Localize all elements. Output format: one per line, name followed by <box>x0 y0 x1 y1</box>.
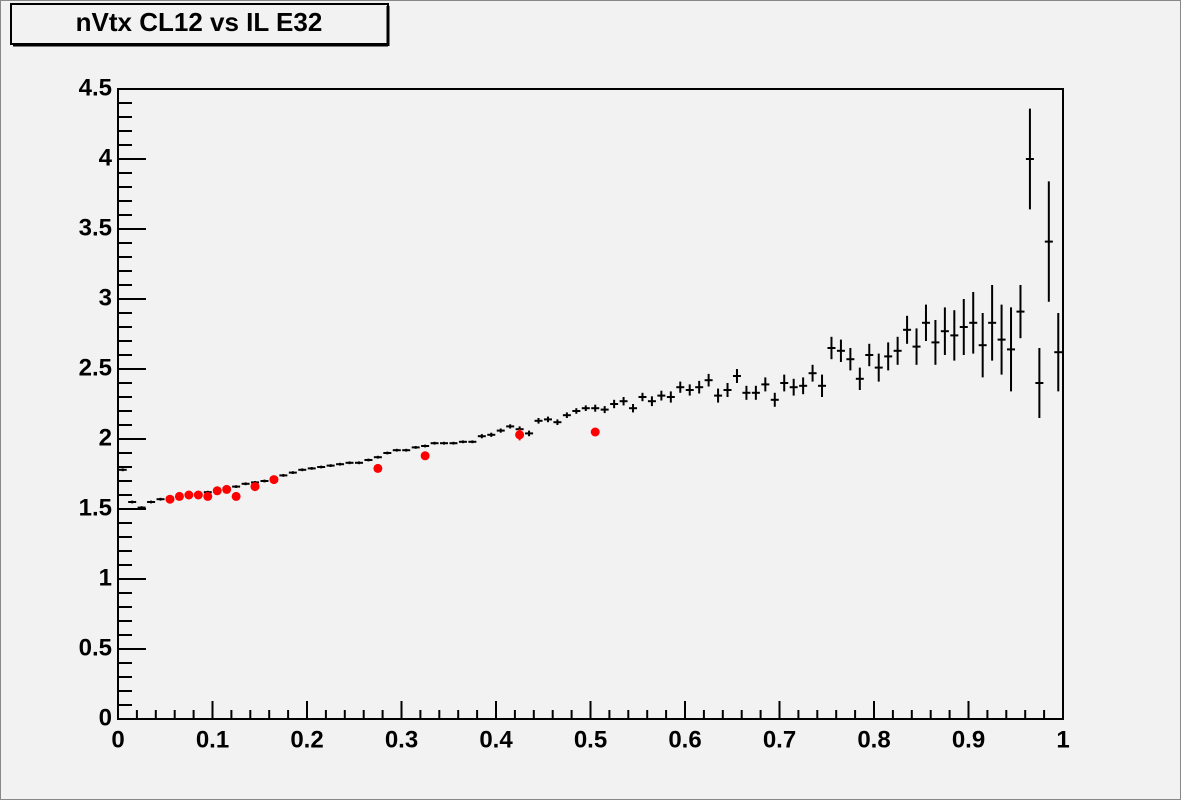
y-tick-label: 0.5 <box>79 634 112 661</box>
point <box>174 491 184 501</box>
y-tick-label: 1.5 <box>79 494 112 521</box>
point <box>222 484 232 494</box>
chart-title: nVtx CL12 vs IL E32 <box>76 7 323 37</box>
x-tick-label: 0.4 <box>479 726 513 753</box>
y-tick-label: 2.5 <box>79 354 112 381</box>
x-tick-label: 0.2 <box>290 726 323 753</box>
point <box>590 427 600 437</box>
point <box>420 451 430 461</box>
x-tick-label: 0.8 <box>857 726 890 753</box>
point <box>165 494 175 504</box>
point <box>212 486 222 496</box>
x-tick-label: 0.1 <box>196 726 229 753</box>
point <box>184 490 194 500</box>
x-tick-label: 0.7 <box>763 726 796 753</box>
point <box>193 490 203 500</box>
y-tick-label: 3.5 <box>79 214 112 241</box>
y-tick-label: 4.5 <box>79 74 112 101</box>
y-tick-label: 3 <box>99 284 112 311</box>
x-tick-label: 0.6 <box>668 726 701 753</box>
point <box>250 482 260 492</box>
title-box <box>10 3 389 45</box>
point <box>515 430 525 440</box>
point <box>373 463 383 473</box>
y-tick-label: 2 <box>99 424 112 451</box>
plot-frame <box>117 88 1064 720</box>
point <box>231 491 241 501</box>
point <box>269 475 279 485</box>
x-tick-label: 0.5 <box>574 726 607 753</box>
x-tick-label: 1 <box>1056 726 1069 753</box>
x-tick-label: 0.3 <box>385 726 418 753</box>
y-tick-label: 0 <box>99 704 112 731</box>
y-tick-label: 4 <box>99 144 113 171</box>
y-tick-label: 1 <box>99 564 112 591</box>
x-tick-label: 0.9 <box>952 726 985 753</box>
point <box>203 491 213 501</box>
x-tick-label: 0 <box>111 726 124 753</box>
